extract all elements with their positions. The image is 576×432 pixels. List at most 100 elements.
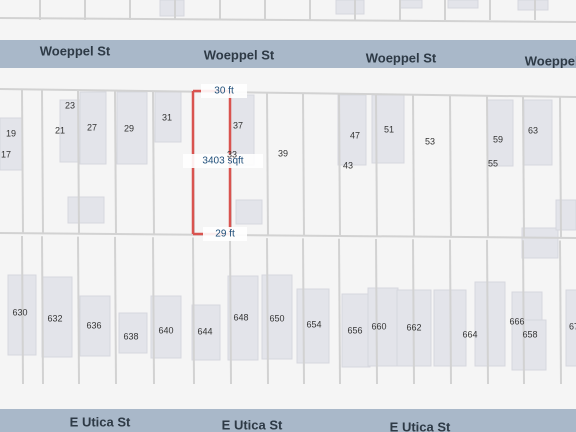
lot-line — [266, 92, 269, 237]
building — [296, 288, 330, 364]
building — [565, 289, 576, 367]
building — [118, 312, 148, 354]
lot-number: 27 — [87, 122, 97, 132]
lot-number: 640 — [158, 325, 173, 335]
building — [235, 199, 263, 225]
lot-line — [559, 95, 562, 239]
lot-line — [302, 238, 305, 385]
lot-number: 632 — [47, 313, 62, 323]
features — [0, 0, 576, 385]
lot-line — [21, 235, 24, 385]
lot-number: 658 — [522, 329, 537, 339]
building — [191, 304, 221, 361]
lot-line — [41, 236, 44, 385]
building — [486, 99, 514, 167]
building — [335, 0, 365, 15]
lot-number: 39 — [278, 148, 288, 158]
lot-line — [114, 236, 117, 385]
lot-line — [0, 232, 576, 239]
lot-line — [375, 238, 378, 385]
building — [474, 281, 506, 367]
lot-number: 630 — [12, 307, 27, 317]
lot-number: 21 — [55, 125, 65, 135]
lot-line — [114, 91, 117, 235]
lot-number: 660 — [371, 321, 386, 331]
building — [555, 199, 576, 231]
lot-line — [338, 238, 341, 385]
selected-lot: 30 ft 3403 sqft 29 ft — [183, 84, 263, 241]
lot-number: 29 — [124, 123, 134, 133]
lot-line — [302, 93, 305, 237]
building — [79, 91, 107, 165]
lot-number: 17 — [1, 149, 11, 159]
lot-number: 59 — [493, 134, 503, 144]
lot-number: 37 — [233, 120, 243, 130]
lot-number: 67 — [569, 321, 576, 331]
lot-number: 47 — [350, 130, 360, 140]
building — [521, 227, 559, 259]
lot-number: 31 — [162, 112, 172, 122]
lot-line — [522, 95, 525, 239]
street-label: E Utica St — [222, 417, 283, 432]
lot-number: 648 — [233, 312, 248, 322]
lot-number: 55 — [488, 158, 498, 168]
lot-line — [266, 238, 269, 385]
building — [116, 91, 148, 165]
lot-number: 662 — [406, 322, 421, 332]
label-box — [203, 227, 247, 241]
lot-line — [486, 95, 489, 238]
lot-line — [559, 240, 562, 385]
building — [399, 0, 423, 9]
building — [227, 275, 259, 361]
lot-line — [152, 91, 155, 236]
lot-line — [449, 94, 452, 238]
building — [150, 295, 182, 359]
building — [341, 293, 371, 368]
lot-line — [0, 88, 576, 98]
lot-number: 43 — [343, 160, 353, 170]
lot-line — [412, 94, 415, 238]
lot-number: 638 — [123, 331, 138, 341]
front-length: 30 ft — [214, 86, 234, 97]
lot-number: 33 — [227, 149, 237, 159]
lot-number: 63 — [528, 125, 538, 135]
building — [0, 117, 23, 171]
lot-number: 636 — [86, 320, 101, 330]
lot-line — [152, 237, 155, 385]
lot-number: 664 — [462, 329, 477, 339]
street-band — [0, 409, 576, 432]
street-label: Woeppel St — [525, 53, 576, 68]
lot-area: 3403 sqft — [202, 156, 243, 167]
lot-line — [486, 239, 489, 385]
lot-line — [375, 93, 378, 238]
lot-number: 654 — [306, 319, 321, 329]
lot-line — [0, 17, 576, 23]
building — [523, 319, 547, 371]
building — [447, 0, 479, 9]
lot-line — [41, 90, 44, 235]
lot-line — [21, 89, 24, 235]
lot-number: 666 — [509, 316, 524, 326]
street-band — [0, 40, 576, 68]
lot-line — [192, 237, 195, 385]
lot-line — [229, 237, 232, 385]
building — [154, 91, 182, 143]
street-label: E Utica St — [70, 414, 131, 429]
block — [0, 0, 576, 20]
lot-number: 23 — [65, 100, 75, 110]
street-label: E Utica St — [390, 419, 451, 432]
street-label: Woeppel St — [366, 50, 437, 65]
building — [79, 295, 111, 357]
lot-number: 650 — [269, 313, 284, 323]
lot-number: 19 — [6, 128, 16, 138]
lot-line — [338, 93, 341, 237]
building — [159, 0, 185, 17]
street-label: Woeppel St — [204, 47, 275, 62]
lot-number: 656 — [347, 325, 362, 335]
building — [517, 0, 549, 11]
lot-line — [77, 236, 80, 385]
lot-number: 53 — [425, 136, 435, 146]
